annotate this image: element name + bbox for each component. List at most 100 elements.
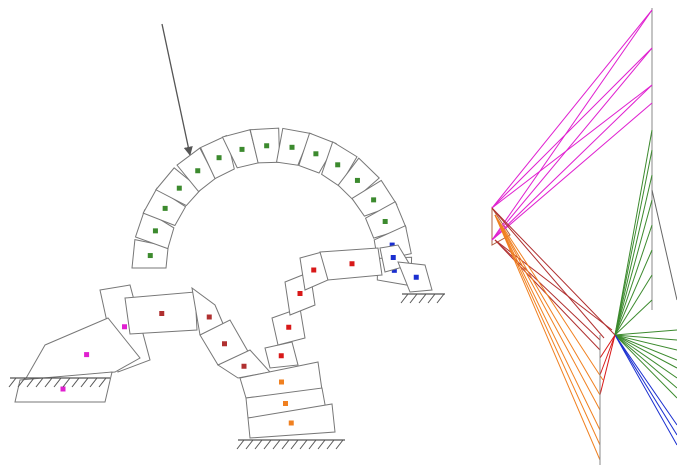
thrust-point (222, 341, 227, 347)
ray (614, 334, 677, 341)
closing-line (651, 189, 677, 301)
thrust-point (313, 151, 319, 157)
thrust-point (278, 353, 284, 359)
hatch (418, 293, 427, 304)
hatch (335, 439, 344, 450)
hatch (290, 439, 299, 450)
ray (491, 47, 653, 241)
hatch (245, 439, 254, 450)
hatch (8, 377, 17, 388)
ray (491, 84, 653, 241)
thrust-point (297, 291, 303, 296)
thrust-point (354, 177, 360, 183)
hatch (427, 293, 436, 304)
thrust-point (147, 253, 153, 259)
ray (614, 334, 677, 351)
hatch (263, 439, 272, 450)
thrust-point (216, 155, 222, 161)
ray (494, 214, 601, 411)
thrust-point (283, 401, 288, 406)
ray (599, 334, 616, 359)
ray (614, 334, 677, 399)
ray (494, 239, 601, 341)
ray (614, 149, 653, 336)
hatch (400, 293, 409, 304)
thrust-point (159, 311, 165, 316)
voussoir (24, 317, 141, 381)
hatch (89, 377, 98, 388)
thrust-point (152, 228, 158, 234)
ray (494, 214, 601, 396)
ray (614, 129, 653, 336)
thrust-point (391, 267, 397, 273)
thrust-point (241, 363, 247, 369)
hatch (80, 377, 89, 388)
ray (614, 274, 653, 336)
hatch (236, 439, 245, 450)
hatch (26, 377, 35, 388)
thrust-point (311, 267, 317, 273)
ray (614, 174, 653, 336)
thrust-point (288, 420, 294, 426)
thrust-point (279, 379, 284, 385)
ray (599, 334, 616, 376)
ray (491, 9, 653, 241)
ray (599, 334, 616, 396)
thrust-point (239, 146, 245, 152)
thrust-point (289, 144, 295, 150)
hatch (299, 439, 308, 450)
load-arrow (161, 23, 193, 156)
thrust-point (195, 168, 201, 174)
ray (614, 334, 677, 361)
ray (491, 47, 653, 209)
ray (494, 214, 601, 461)
ray (491, 102, 653, 241)
ray (494, 214, 604, 381)
thrust-point (176, 185, 182, 191)
thrust-point (371, 197, 377, 203)
hatch (272, 439, 281, 450)
pole-frame (491, 206, 511, 246)
ray (491, 207, 616, 336)
ray (614, 334, 677, 379)
hatch (326, 439, 335, 450)
thrust-point (389, 242, 395, 248)
hatch (409, 293, 418, 304)
hatch (62, 377, 71, 388)
ray (494, 214, 601, 431)
thrust-point (162, 205, 168, 211)
ray (614, 334, 677, 446)
thrust-point (335, 162, 341, 168)
hatch (53, 377, 62, 388)
ray (614, 224, 653, 336)
hatch (44, 377, 53, 388)
hatch (254, 439, 263, 450)
ray (491, 207, 605, 339)
hatch (436, 293, 445, 304)
thrust-point (84, 352, 90, 358)
thrust-point (390, 255, 396, 260)
ray (614, 249, 653, 336)
ray (494, 214, 601, 446)
ray (614, 199, 653, 336)
ray (491, 9, 653, 209)
ray (614, 334, 677, 369)
hatch (35, 377, 44, 388)
ray (614, 334, 677, 426)
hatch (281, 439, 290, 450)
thrust-point (413, 274, 419, 280)
ray (614, 334, 677, 436)
ray (614, 299, 653, 336)
thrust-point (122, 324, 127, 330)
thrust-point (206, 314, 212, 320)
ray (491, 84, 653, 209)
thrust-point (349, 261, 355, 267)
ray (614, 334, 677, 389)
hatch (317, 439, 326, 450)
hatch (98, 377, 107, 388)
hatch (71, 377, 80, 388)
hatch (17, 377, 26, 388)
ray (614, 329, 677, 336)
thrust-point (382, 218, 388, 224)
